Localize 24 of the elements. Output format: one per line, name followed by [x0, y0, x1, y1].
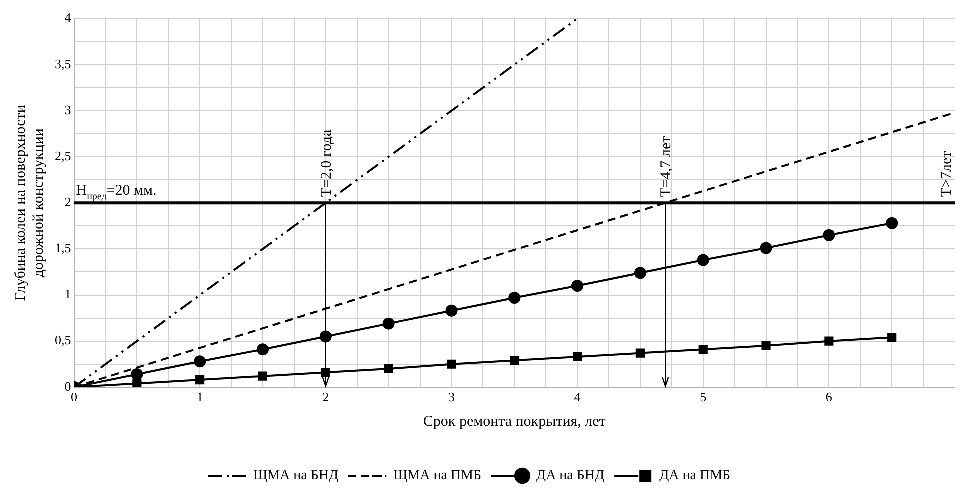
x-tick-label: 5 [700, 390, 707, 405]
legend-label: ЩМА на ПМБ [394, 468, 482, 484]
y-tick-label: 0 [64, 378, 72, 394]
y-tick-label: 3,5 [55, 56, 72, 72]
legend-label: ДА на ПМБ [660, 468, 731, 484]
x-tick-label: 6 [826, 390, 833, 405]
legend-label: ДА на БНД [536, 468, 606, 484]
legend-label: ЩМА на БНД [253, 468, 339, 484]
y-tick-label: 2 [64, 194, 72, 210]
x-tick-label: 2 [322, 390, 330, 405]
y-tick-label: 3 [64, 102, 72, 118]
annotation: Т>7лет [939, 150, 955, 198]
x-axis-title: Срок ремонта покрытия, лет [423, 414, 606, 430]
annotation: Т=2,0 года [318, 130, 335, 198]
y-tick-label: 2,5 [55, 148, 72, 164]
y-axis-title: Глубина колеи на поверхности дорожной конструкции [12, 105, 47, 302]
x-tick-label: 3 [448, 390, 455, 405]
y-tick-label: 0,5 [55, 332, 72, 348]
annotation: Т=4,7 лет [658, 136, 675, 198]
x-tick-label: 4 [574, 390, 582, 405]
y-tick-label: 1 [64, 286, 72, 302]
y-tick-label: 1,5 [55, 240, 72, 256]
x-tick-label: 1 [196, 390, 204, 405]
y-tick-label: 4 [64, 10, 72, 26]
